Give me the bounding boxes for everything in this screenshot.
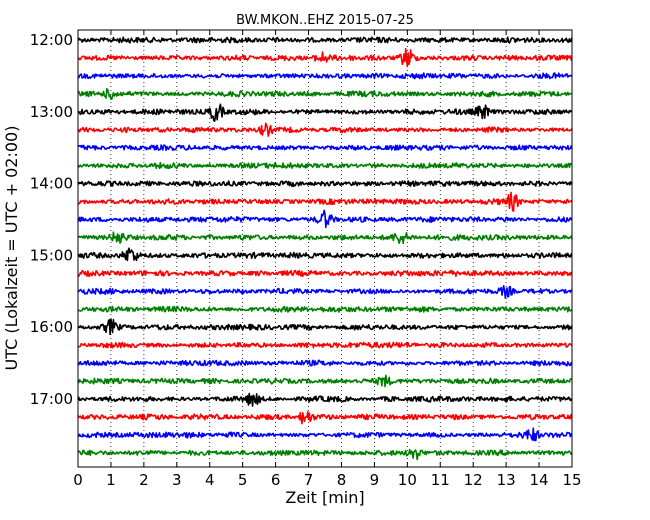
- x-tick-label: 4: [205, 471, 215, 489]
- x-tick-label: 8: [337, 471, 347, 489]
- trace-1530: [77, 284, 573, 299]
- x-tick-label: 5: [238, 471, 248, 489]
- trace-1330: [77, 144, 573, 152]
- trace-1500: [77, 247, 573, 262]
- trace-1745: [77, 448, 573, 461]
- trace-1700: [77, 392, 573, 407]
- y-tick-label: 13:00: [30, 103, 73, 121]
- trace-1230: [77, 72, 573, 80]
- x-tick-label: 0: [73, 471, 83, 489]
- trace-1345: [77, 161, 573, 170]
- x-tick-label: 15: [562, 471, 581, 489]
- x-tick-label: 1: [106, 471, 116, 489]
- trace-1600: [77, 318, 573, 336]
- x-tick-label: 10: [398, 471, 417, 489]
- trace-1645: [77, 374, 573, 388]
- chart-title: BW.MKON..EHZ 2015-07-25: [236, 13, 414, 28]
- trace-1545: [77, 305, 573, 313]
- trace-1400: [77, 180, 573, 188]
- trace-1315: [77, 122, 573, 137]
- x-axis-ticks: 0 1 2 3 4 5 6 7 8 9 10 11 12 13 14 15: [73, 30, 582, 489]
- x-tick-label: 9: [370, 471, 380, 489]
- x-tick-label: 2: [139, 471, 149, 489]
- y-tick-label: 14:00: [30, 175, 73, 193]
- y-axis-label: UTC (Lokalzeit = UTC + 02:00): [2, 126, 21, 371]
- trace-1200: [77, 36, 573, 44]
- trace-1430: [77, 209, 573, 229]
- x-tick-label: 7: [304, 471, 314, 489]
- y-tick-label: 17:00: [30, 390, 73, 408]
- y-axis-ticks: 12:00 13:00 14:00 15:00 16:00 17:00: [30, 31, 572, 408]
- trace-1630: [77, 359, 573, 367]
- x-tick-label: 6: [271, 471, 281, 489]
- x-tick-label: 13: [497, 471, 516, 489]
- x-axis-label: Zeit [min]: [285, 488, 364, 507]
- trace-1615: [77, 341, 573, 349]
- trace-1300: [77, 103, 573, 122]
- trace-1445: [77, 231, 573, 245]
- trace-1515: [77, 269, 573, 277]
- trace-1245: [77, 88, 573, 100]
- x-tick-label: 14: [530, 471, 549, 489]
- trace-group: [77, 36, 573, 461]
- x-tick-label: 3: [172, 471, 182, 489]
- trace-1215: [77, 47, 573, 68]
- x-tick-label: 12: [464, 471, 483, 489]
- trace-1715: [77, 411, 573, 425]
- y-tick-label: 15:00: [30, 246, 73, 264]
- trace-1415: [77, 191, 573, 212]
- y-tick-label: 12:00: [30, 31, 73, 49]
- vertical-grid: [110, 30, 540, 467]
- plot-frame: [77, 29, 573, 468]
- x-tick-label: 11: [431, 471, 450, 489]
- trace-1730: [77, 427, 573, 442]
- y-tick-label: 16:00: [30, 318, 73, 336]
